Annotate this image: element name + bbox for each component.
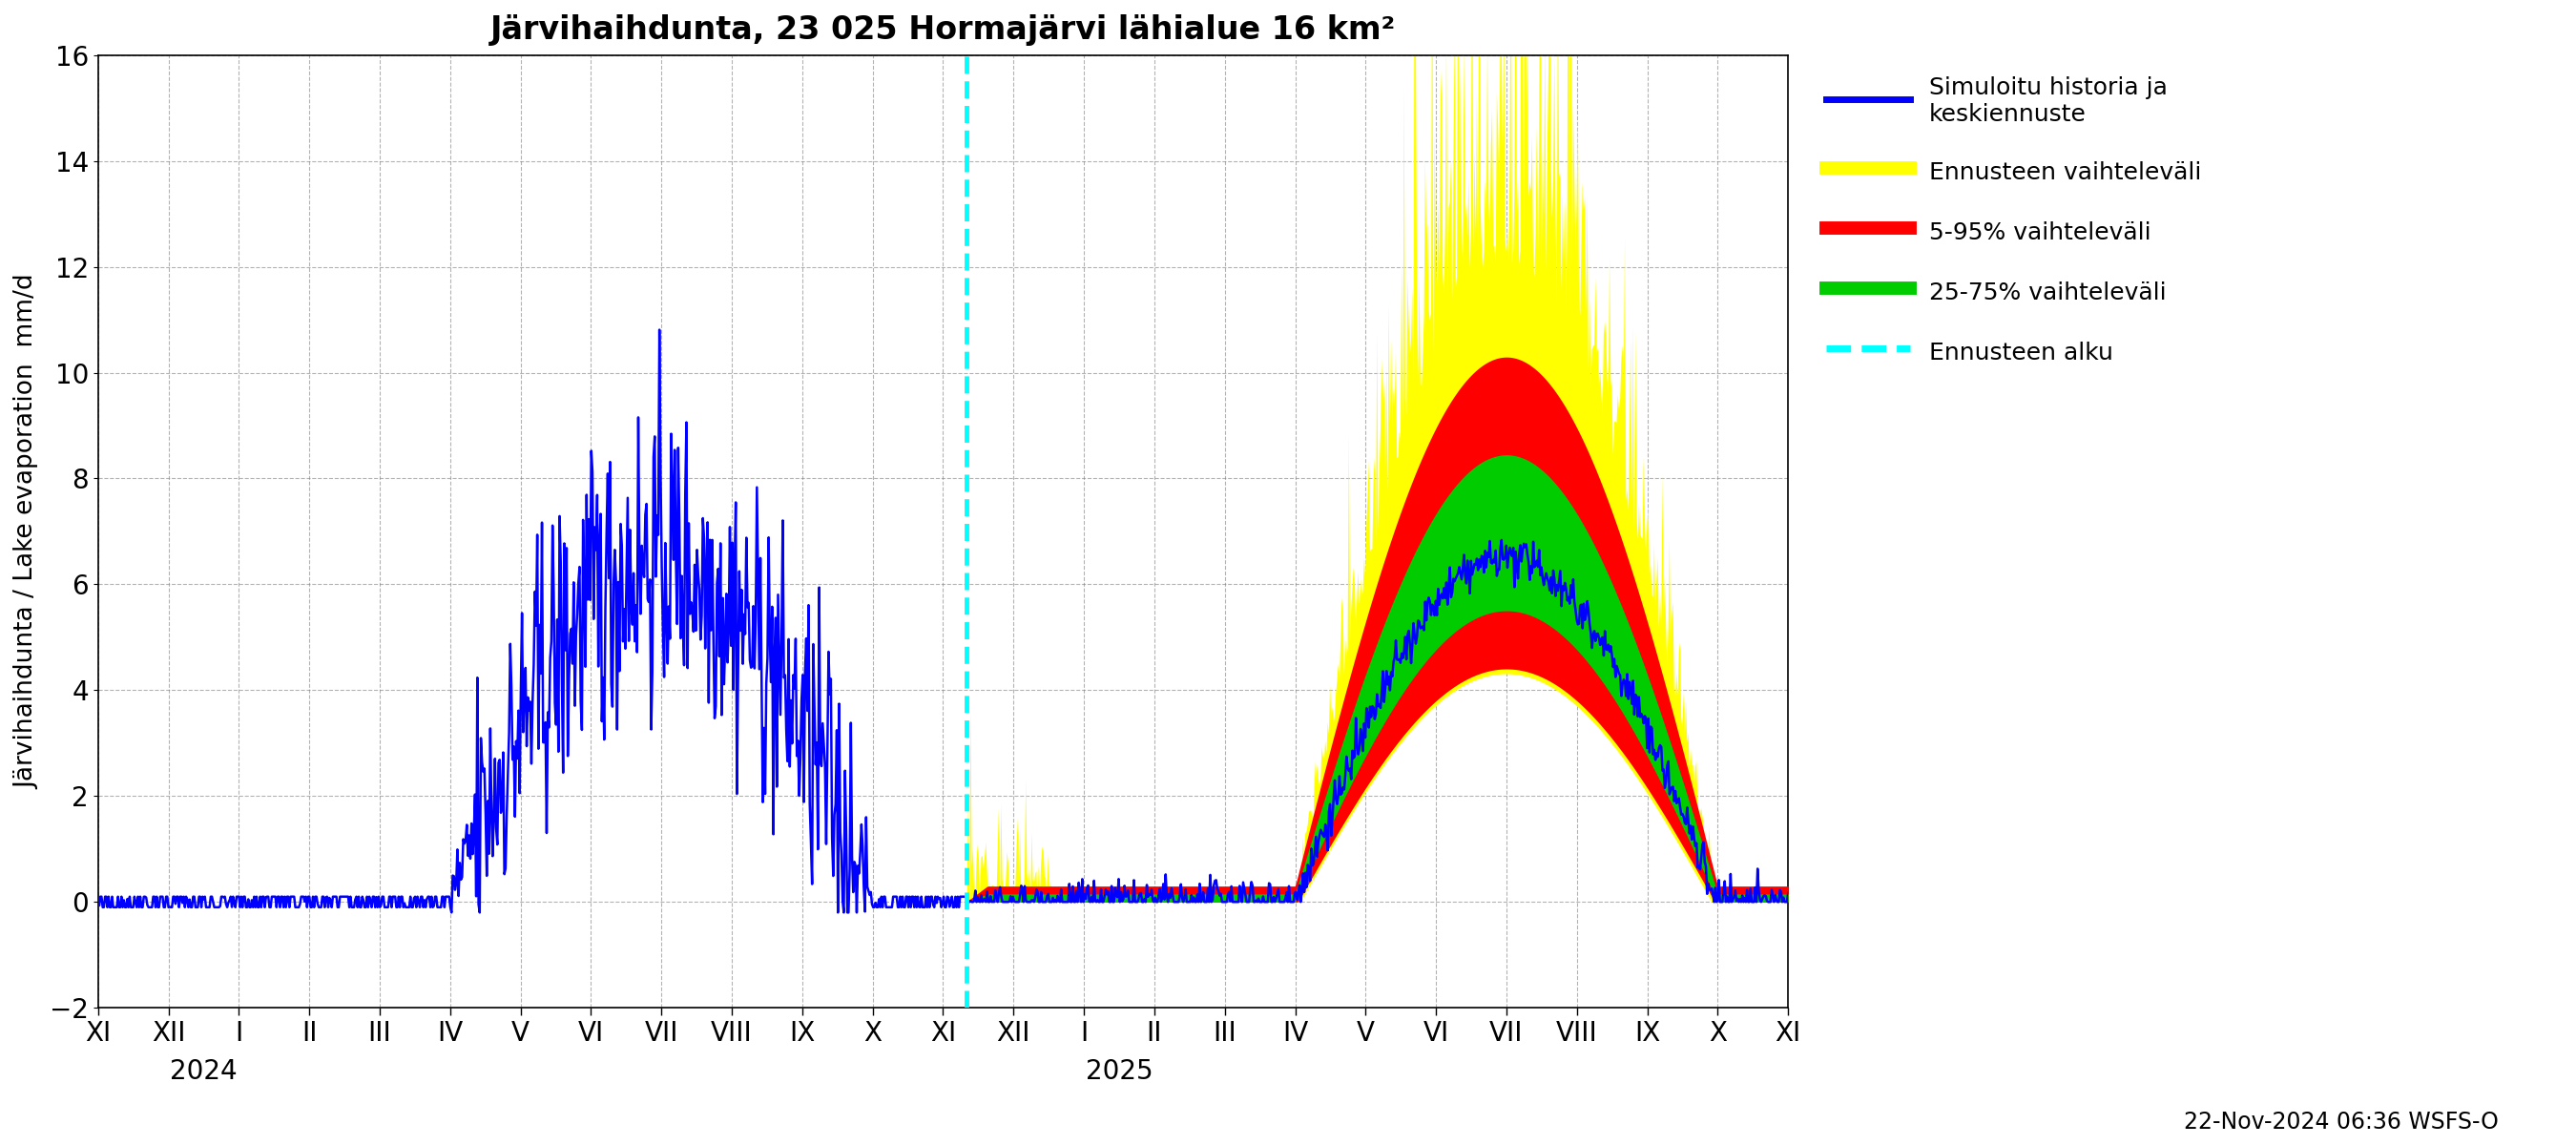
Text: 2025: 2025: [1084, 1058, 1154, 1085]
Legend: Simuloitu historia ja
keskiennuste, Ennusteen vaihteleväli, 5-95% vaihteleväli, : Simuloitu historia ja keskiennuste, Ennu…: [1816, 66, 2210, 376]
Title: Järvihaihdunta, 23 025 Hormajärvi lähialue 16 km²: Järvihaihdunta, 23 025 Hormajärvi lähial…: [489, 14, 1396, 46]
Y-axis label: Järvihaihdunta / Lake evaporation  mm/d: Järvihaihdunta / Lake evaporation mm/d: [15, 274, 39, 789]
Text: 2024: 2024: [170, 1058, 237, 1085]
Text: 22-Nov-2024 06:36 WSFS-O: 22-Nov-2024 06:36 WSFS-O: [2184, 1111, 2499, 1134]
